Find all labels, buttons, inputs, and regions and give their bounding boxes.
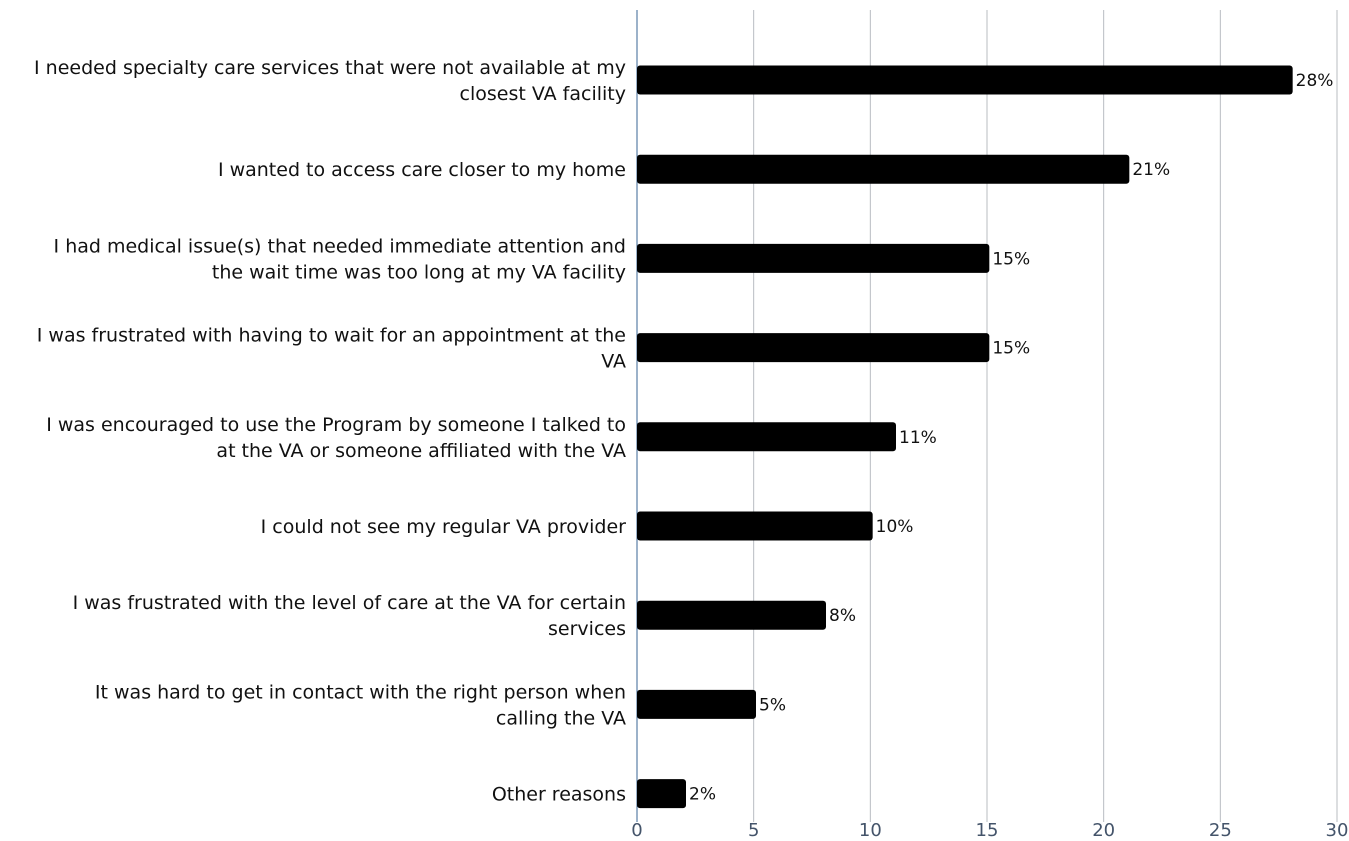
data-label: 28% xyxy=(1296,71,1334,91)
x-tick-label: 15 xyxy=(976,820,999,837)
bar xyxy=(637,511,873,541)
category-label: I was frustrated with the level of care … xyxy=(73,592,626,614)
x-tick-label: 0 xyxy=(631,820,642,837)
data-label: 11% xyxy=(899,428,937,448)
x-tick-label: 30 xyxy=(1326,820,1349,837)
category-label: It was hard to get in contact with the r… xyxy=(95,681,626,703)
data-label: 2% xyxy=(689,785,716,805)
bar xyxy=(637,243,990,273)
category-label: closest VA facility xyxy=(460,83,626,105)
bar xyxy=(637,154,1130,184)
category-label: at the VA or someone affiliated with the… xyxy=(216,440,626,462)
category-label: services xyxy=(548,618,626,640)
category-label: Other reasons xyxy=(492,784,626,806)
category-label: VA xyxy=(601,351,626,373)
category-label: I could not see my regular VA provider xyxy=(261,516,627,538)
bar xyxy=(637,779,686,809)
data-label: 5% xyxy=(759,695,786,715)
x-tick-label: 10 xyxy=(859,820,882,837)
data-label: 15% xyxy=(992,339,1030,359)
category-label: calling the VA xyxy=(496,707,626,729)
bar xyxy=(637,689,756,719)
category-label: I was frustrated with having to wait for… xyxy=(37,325,626,347)
x-tick-label: 20 xyxy=(1092,820,1115,837)
category-label: I needed specialty care services that we… xyxy=(34,57,626,79)
data-label: 15% xyxy=(992,249,1030,269)
x-tick-label: 5 xyxy=(748,820,759,837)
data-label: 21% xyxy=(1132,160,1170,180)
category-label: I was encouraged to use the Program by s… xyxy=(46,414,626,436)
bar xyxy=(637,333,990,363)
category-label: I had medical issue(s) that needed immed… xyxy=(54,235,626,257)
category-label: the wait time was too long at my VA faci… xyxy=(212,261,626,283)
x-tick-label: 25 xyxy=(1209,820,1232,837)
bar xyxy=(637,65,1293,95)
bar xyxy=(637,422,896,452)
bar xyxy=(637,600,826,630)
data-label: 8% xyxy=(829,606,856,626)
category-label: I wanted to access care closer to my hom… xyxy=(218,159,626,181)
data-label: 10% xyxy=(876,517,914,537)
